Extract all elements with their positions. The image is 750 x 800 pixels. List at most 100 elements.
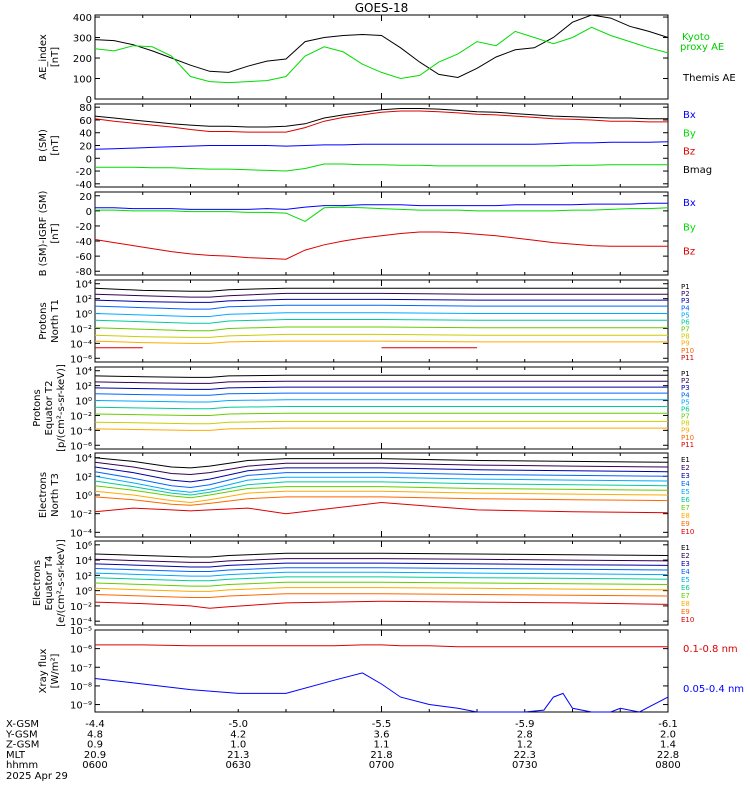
series-line-p8 (94, 420, 668, 425)
legend-entry: Bx (683, 110, 696, 121)
y-tick-label: 10⁻⁹ (70, 701, 92, 712)
y-tick-label: 10⁶ (75, 541, 92, 552)
legend-entry: P11 (681, 441, 694, 449)
legend-entry: P8 (681, 420, 690, 428)
series-line-p2 (94, 292, 668, 298)
series-line-e6 (94, 480, 669, 496)
series-line-e3 (94, 562, 669, 568)
series-line-e10 (94, 501, 669, 515)
y-tick-label: 0 (86, 207, 92, 218)
y-tick-label: -40 (76, 180, 92, 191)
series-line-bmag (94, 108, 668, 128)
legend-entry: Bx (683, 198, 696, 209)
series-line-e8 (94, 587, 669, 592)
y-axis-label: [W/m²] (50, 653, 61, 688)
series-line-p9 (94, 340, 668, 344)
x-axis-row-value: 4.8 (87, 729, 103, 740)
y-axis-label: Protons (38, 302, 49, 339)
series-line-e5 (94, 475, 669, 493)
legend-entry: P2 (681, 377, 690, 385)
series-line-p2 (94, 380, 668, 384)
y-tick-label: 10⁻⁴ (70, 617, 92, 628)
y-axis-label: Electrons (32, 560, 43, 606)
y-tick-label: 10⁴ (75, 367, 92, 378)
series-line-p3 (94, 386, 668, 390)
legend-entry: P7 (681, 326, 690, 334)
x-axis-row-label: hhmm (6, 760, 38, 771)
y-axis-label: [e/(cm²-s-sr-keV)] (56, 539, 67, 627)
legend-entry: P3 (681, 384, 690, 392)
series-line-p7 (94, 412, 668, 416)
panel-7: 10⁻⁴ 10⁻² 10⁰ 10² 10⁴ 10⁶ Electrons Equator T4[… (32, 539, 694, 628)
legend-entry: E9 (681, 608, 690, 616)
series-line-e1 (94, 552, 669, 558)
legend-entry: E10 (681, 528, 694, 536)
legend-entry: E2 (681, 464, 690, 472)
legend-entry: E4 (681, 568, 690, 576)
series-line-p3 (94, 298, 668, 303)
y-axis-label: B (SM) (38, 129, 49, 162)
legend-entry: P4 (681, 304, 690, 312)
legend-entry: 0.1-0.8 nm (683, 644, 738, 655)
plot-title: GOES-18 (355, 1, 409, 15)
y-tick-label: 10⁰ (75, 310, 92, 321)
series-line-bx (94, 141, 669, 150)
legend-entry: E5 (681, 488, 690, 496)
y-tick-label: 10⁰ (75, 491, 92, 502)
series-line-e1 (94, 457, 669, 469)
legend-entry: By (683, 222, 696, 233)
y-tick-label: 10⁻² (70, 602, 92, 613)
x-axis-row-value: 1.4 (660, 740, 676, 751)
legend-entry: E7 (681, 504, 690, 512)
y-tick-label: 10⁻⁶ (70, 354, 92, 365)
legend-entry: E2 (681, 552, 690, 560)
series-line-0-1-0-8-nm (95, 644, 668, 648)
panel-frame (94, 366, 669, 450)
x-axis-row-value: 3.6 (374, 729, 390, 740)
y-tick-label: -40 (76, 237, 92, 248)
series-line-e2 (94, 461, 669, 476)
series-line-e7 (94, 581, 669, 587)
y-tick-label: 10⁻² (70, 510, 92, 521)
y-axis-label: [nT] (50, 47, 61, 67)
y-tick-label: 20 (79, 192, 92, 203)
legend-entry: E4 (681, 480, 690, 488)
y-tick-label: 10⁻⁴ (70, 528, 92, 539)
x-axis-row-value: 20.9 (84, 750, 106, 761)
legend-entry: Kyoto (682, 32, 710, 43)
x-axis-row-value: 1.0 (230, 740, 246, 751)
series-line-kyoto-proxy-ae (94, 26, 669, 84)
series-line-0-05-0-4-nm (94, 672, 669, 713)
legend-entry: E5 (681, 576, 690, 584)
series-line-p1 (94, 374, 668, 378)
x-axis-date: 2025 Apr 29 (6, 771, 68, 782)
legend-entry: Bmag (683, 165, 712, 176)
x-axis-row-value: 2.0 (660, 729, 676, 740)
panel-6: 10⁻⁴ 10⁻² 10⁰ 10² 10⁴ Electrons North T3 E1E2E3… (38, 452, 694, 539)
y-tick-label: 10⁻⁴ (70, 426, 92, 437)
x-axis-row-value: -5.5 (372, 719, 392, 730)
x-axis-row-value: 21.8 (370, 750, 392, 761)
legend-entry: Bz (683, 147, 695, 158)
x-axis-row-value: 1.2 (517, 740, 533, 751)
y-axis-label: Xray flux (38, 649, 49, 694)
x-axis-row-value: 2.8 (517, 729, 533, 740)
legend-entry: P5 (681, 311, 690, 319)
y-tick-label: 10⁻² (70, 411, 92, 422)
panel-2: -40 -20 020 40 60 80 B (SM) [nT] Bx By Bz Bmag (38, 103, 712, 191)
y-tick-label: -60 (76, 252, 92, 263)
y-axis-label: Protons (32, 389, 43, 426)
y-tick-label: 60 (79, 116, 92, 127)
x-axis-row-value: 0.9 (87, 740, 103, 751)
series-line-e5 (94, 571, 669, 577)
x-axis-row-value: 22.3 (514, 750, 536, 761)
panel-3: -80 -60 -40 -20 0 20 B (SM)-IGRF (SM) [nT] Bx By B… (38, 191, 696, 279)
y-axis-label: [p/(cm²-s-sr-keV)] (56, 364, 67, 452)
legend-entry: P1 (681, 283, 690, 291)
series-line-e2 (94, 558, 669, 563)
series-line-p6 (94, 319, 668, 324)
y-tick-label: 300 (73, 34, 92, 45)
y-axis-label: North T3 (50, 473, 61, 517)
series-line-e3 (94, 466, 669, 483)
panel-4: 10⁻⁶ 10⁻⁴ 10⁻² 10⁰ 10² 10⁴ Protons North T1 P1P2… (38, 279, 694, 365)
